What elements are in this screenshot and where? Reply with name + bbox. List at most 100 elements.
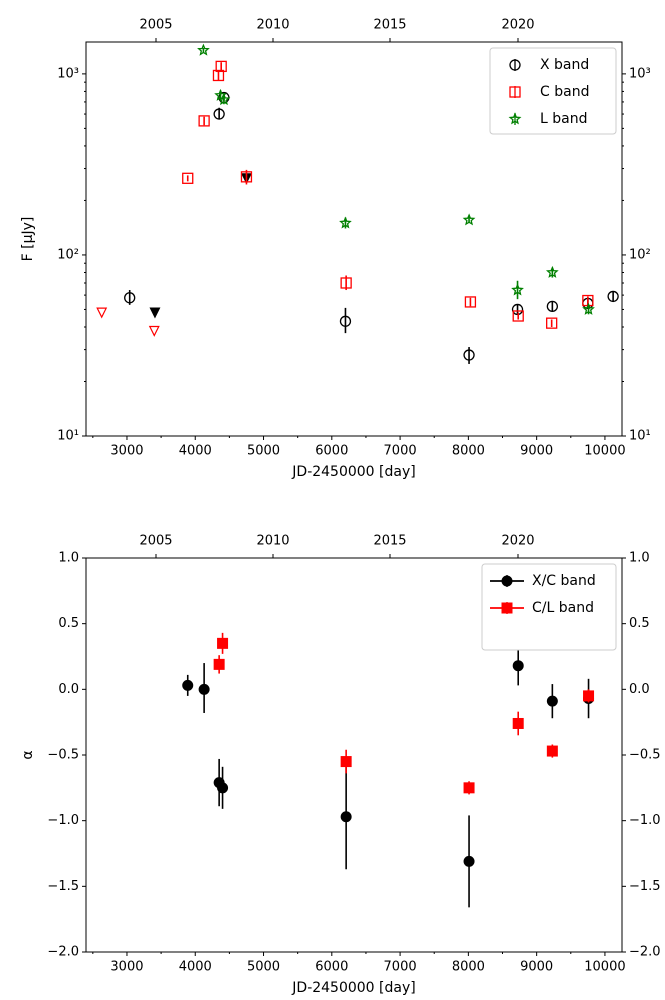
flux-panel: 3000 4000 5000 6000 7000 8000 9000 10000 2005 201… (20, 18, 651, 481)
legend-label: X/C band (532, 573, 596, 589)
y-tick-label-left: −1.0 (47, 813, 79, 828)
y-tick-label-left: −0.5 (47, 748, 79, 763)
data-point (463, 855, 475, 867)
data-point (546, 317, 558, 329)
data-point (198, 115, 210, 127)
y-tick-label-right: −2.0 (629, 945, 661, 960)
data-point (198, 683, 210, 695)
x-tick-label: 6000 (315, 960, 348, 975)
data-point (463, 349, 475, 361)
data-point (512, 310, 524, 322)
data-point (512, 717, 524, 729)
legend-marker (501, 575, 513, 587)
y-tick-label-right: 10² (629, 247, 651, 262)
y-tick-label-left: 1.0 (58, 551, 79, 566)
top-year-label: 2005 (139, 18, 172, 33)
data-point (213, 108, 225, 120)
upper-limit-marker (96, 307, 108, 319)
legend-box (481, 563, 617, 651)
data-point (340, 277, 352, 289)
x-tick-label: 4000 (179, 444, 212, 459)
upper-limit-marker (149, 307, 161, 319)
x-tick-label: 9000 (520, 444, 553, 459)
legend-label: L band (540, 111, 587, 127)
y-tick-label-right: −1.5 (629, 879, 661, 894)
y-tick-label-left: 0.5 (58, 616, 79, 631)
x-tick-label: 7000 (384, 444, 417, 459)
y-tick-label-left: −2.0 (47, 945, 79, 960)
legend-marker (508, 112, 522, 125)
y-tick-label-right: −1.0 (629, 813, 661, 828)
top-year-label: 2015 (373, 534, 406, 549)
data-point (217, 92, 231, 106)
x-tick-label: 6000 (315, 444, 348, 459)
y-tick-label-left: 10³ (57, 66, 79, 81)
x-tick-label: 8000 (452, 444, 485, 459)
data-point (512, 660, 524, 672)
x-axis-label: JD-2450000 [day] (291, 980, 415, 996)
data-point (213, 658, 225, 670)
y-tick-label-left: 10¹ (57, 429, 79, 444)
top-year-label: 2020 (501, 534, 534, 549)
x-axis-label: JD-2450000 [day] (291, 464, 415, 480)
y-tick-label-right: 0.0 (629, 682, 650, 697)
data-point (463, 782, 475, 794)
y-tick-label-right: −0.5 (629, 748, 661, 763)
y-tick-label-right: 10³ (629, 66, 651, 81)
data-point (546, 745, 558, 757)
data-point (340, 811, 352, 823)
x-tick-label: 3000 (110, 960, 143, 975)
data-point (511, 283, 524, 296)
data-point (217, 637, 229, 649)
x-tick-label: 7000 (384, 960, 417, 975)
data-point (215, 60, 227, 73)
data-point (124, 292, 136, 304)
x-tick-label: 5000 (247, 444, 280, 459)
spectral-index-panel: 3000 4000 5000 6000 7000 8000 9000 10000 2005 201… (20, 534, 661, 997)
data-point (546, 695, 558, 707)
data-point (212, 69, 225, 82)
data-point (339, 216, 352, 229)
top-year-label: 2005 (139, 534, 172, 549)
x-tick-label: 10000 (584, 960, 625, 975)
y-tick-label-left: 0.0 (58, 682, 79, 697)
data-point (340, 756, 352, 768)
legend-label: C/L band (532, 600, 594, 616)
data-point (583, 690, 595, 702)
top-year-label: 2020 (501, 18, 534, 33)
y-axis-label: α (20, 750, 36, 759)
legend-marker (509, 86, 521, 98)
x-tick-label: 9000 (520, 960, 553, 975)
y-tick-label-left: 10² (57, 247, 79, 262)
data-point (339, 315, 352, 327)
top-year-label: 2010 (256, 18, 289, 33)
legend-box (489, 47, 617, 135)
data-point (607, 290, 619, 303)
y-axis-label: F [μJy] (20, 217, 36, 262)
data-point (182, 172, 194, 184)
legend-label: X band (540, 57, 589, 73)
legend-marker (501, 602, 513, 614)
y-tick-label-left: −1.5 (47, 879, 79, 894)
data-point (182, 679, 194, 691)
plot-frame (85, 41, 623, 437)
data-point (240, 171, 253, 183)
data-point (545, 265, 559, 278)
y-tick-label-right: 10¹ (629, 429, 651, 444)
x-tick-label: 10000 (584, 444, 625, 459)
data-point (546, 300, 559, 313)
data-point (464, 296, 477, 308)
x-tick-label: 4000 (179, 960, 212, 975)
top-year-label: 2010 (256, 534, 289, 549)
data-point (197, 43, 210, 56)
data-point (217, 782, 229, 794)
x-tick-label: 3000 (110, 444, 143, 459)
y-tick-label-right: 1.0 (629, 551, 650, 566)
legend-label: C band (540, 84, 589, 100)
data-point (582, 302, 595, 315)
y-tick-label-right: 0.5 (629, 616, 650, 631)
upper-limit-marker (148, 325, 160, 337)
x-tick-label: 8000 (452, 960, 485, 975)
legend-marker (509, 59, 521, 71)
